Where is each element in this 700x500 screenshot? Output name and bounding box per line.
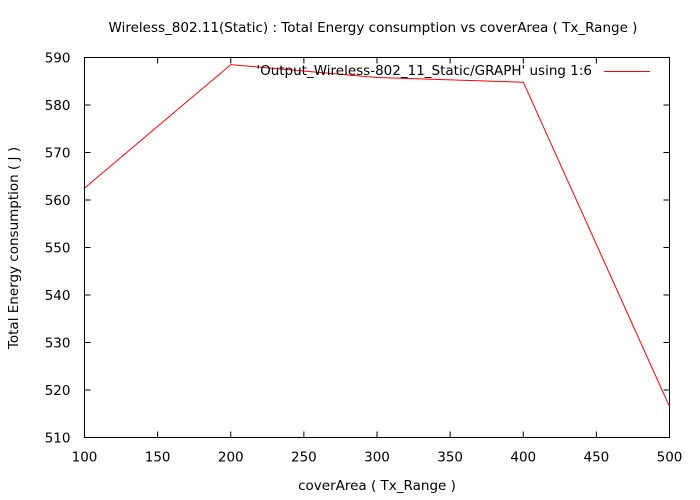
series-line (84, 64, 670, 407)
x-tick-label: 100 (72, 450, 98, 466)
legend-label: 'Output_Wireless-802_11_Static/GRAPH' us… (256, 63, 592, 79)
x-tick-label: 350 (437, 450, 463, 466)
x-tick-label: 250 (291, 450, 317, 466)
y-tick-label: 520 (45, 383, 71, 399)
y-tick-label: 590 (45, 51, 71, 67)
y-axis-label: Total Energy consumption ( J ) (6, 147, 22, 350)
chart-title: Wireless_802.11(Static) : Total Energy c… (109, 20, 638, 36)
y-tick-label: 540 (45, 288, 71, 304)
x-tick-label: 450 (583, 450, 609, 466)
y-tick-label: 550 (45, 241, 71, 257)
x-tick-label: 150 (145, 450, 171, 466)
x-axis-label: coverArea ( Tx_Range ) (298, 478, 456, 494)
x-tick-label: 500 (657, 450, 683, 466)
legend: 'Output_Wireless-802_11_Static/GRAPH' us… (256, 63, 650, 79)
y-tick-label: 530 (45, 336, 71, 352)
series-layer (84, 64, 670, 407)
y-tick-label: 570 (45, 146, 71, 162)
y-tick-label: 580 (45, 98, 71, 114)
x-tick-label: 300 (364, 450, 390, 466)
y-tick-label: 510 (45, 431, 71, 447)
x-axis-ticks: 100 150 200 250 300 350 400 450 500 (72, 57, 683, 466)
x-tick-label: 200 (218, 450, 244, 466)
x-tick-label: 400 (510, 450, 536, 466)
y-tick-label: 560 (45, 193, 71, 209)
y-axis-ticks: 510 520 530 540 550 560 570 580 590 (45, 51, 670, 447)
